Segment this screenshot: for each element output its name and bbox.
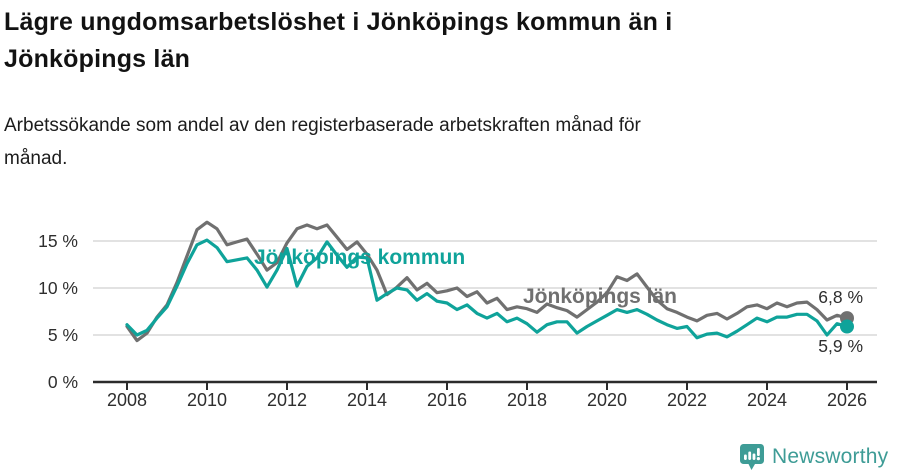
y-tick-label: 5 % — [48, 325, 78, 345]
newsworthy-brand-name: Newsworthy — [772, 445, 889, 468]
end-value-label-jonkopings-lan: 6,8 % — [818, 287, 863, 307]
series-label-jonkopings-kommun: Jönköpings kommun — [254, 246, 466, 269]
page-title: Lägre ungdomsarbetslöshet i Jönköpings k… — [4, 8, 673, 73]
x-tick-label: 2016 — [427, 390, 467, 410]
x-tick-label: 2020 — [587, 390, 627, 410]
x-tick-label: 2008 — [107, 390, 147, 410]
x-tick-label: 2010 — [187, 390, 227, 410]
series-line-jonkopings-kommun — [125, 238, 849, 340]
x-tick-label: 2024 — [747, 390, 787, 410]
x-tick-label: 2012 — [267, 390, 307, 410]
chart-subtitle: Arbetssökande som andel av den registerb… — [4, 115, 641, 169]
series-line-jonkopings-lan — [125, 220, 849, 343]
y-tick-label: 15 % — [38, 231, 78, 251]
x-tick-label: 2026 — [827, 390, 867, 410]
y-tick-label: 0 % — [48, 372, 78, 392]
bar-chart-speech-bubble-icon — [740, 444, 764, 470]
x-tick-label: 2018 — [507, 390, 547, 410]
series-end-dot-jonkopings-kommun — [840, 319, 854, 334]
y-tick-label: 10 % — [38, 278, 78, 298]
newsworthy-logo[interactable]: Newsworthy — [739, 443, 888, 471]
series-label-jonkopings-lan: Jönköpings län — [523, 285, 678, 308]
end-value-label-jonkopings-kommun: 5,9 % — [818, 336, 863, 356]
x-tick-label: 2022 — [667, 390, 707, 410]
x-tick-label: 2014 — [347, 390, 387, 410]
